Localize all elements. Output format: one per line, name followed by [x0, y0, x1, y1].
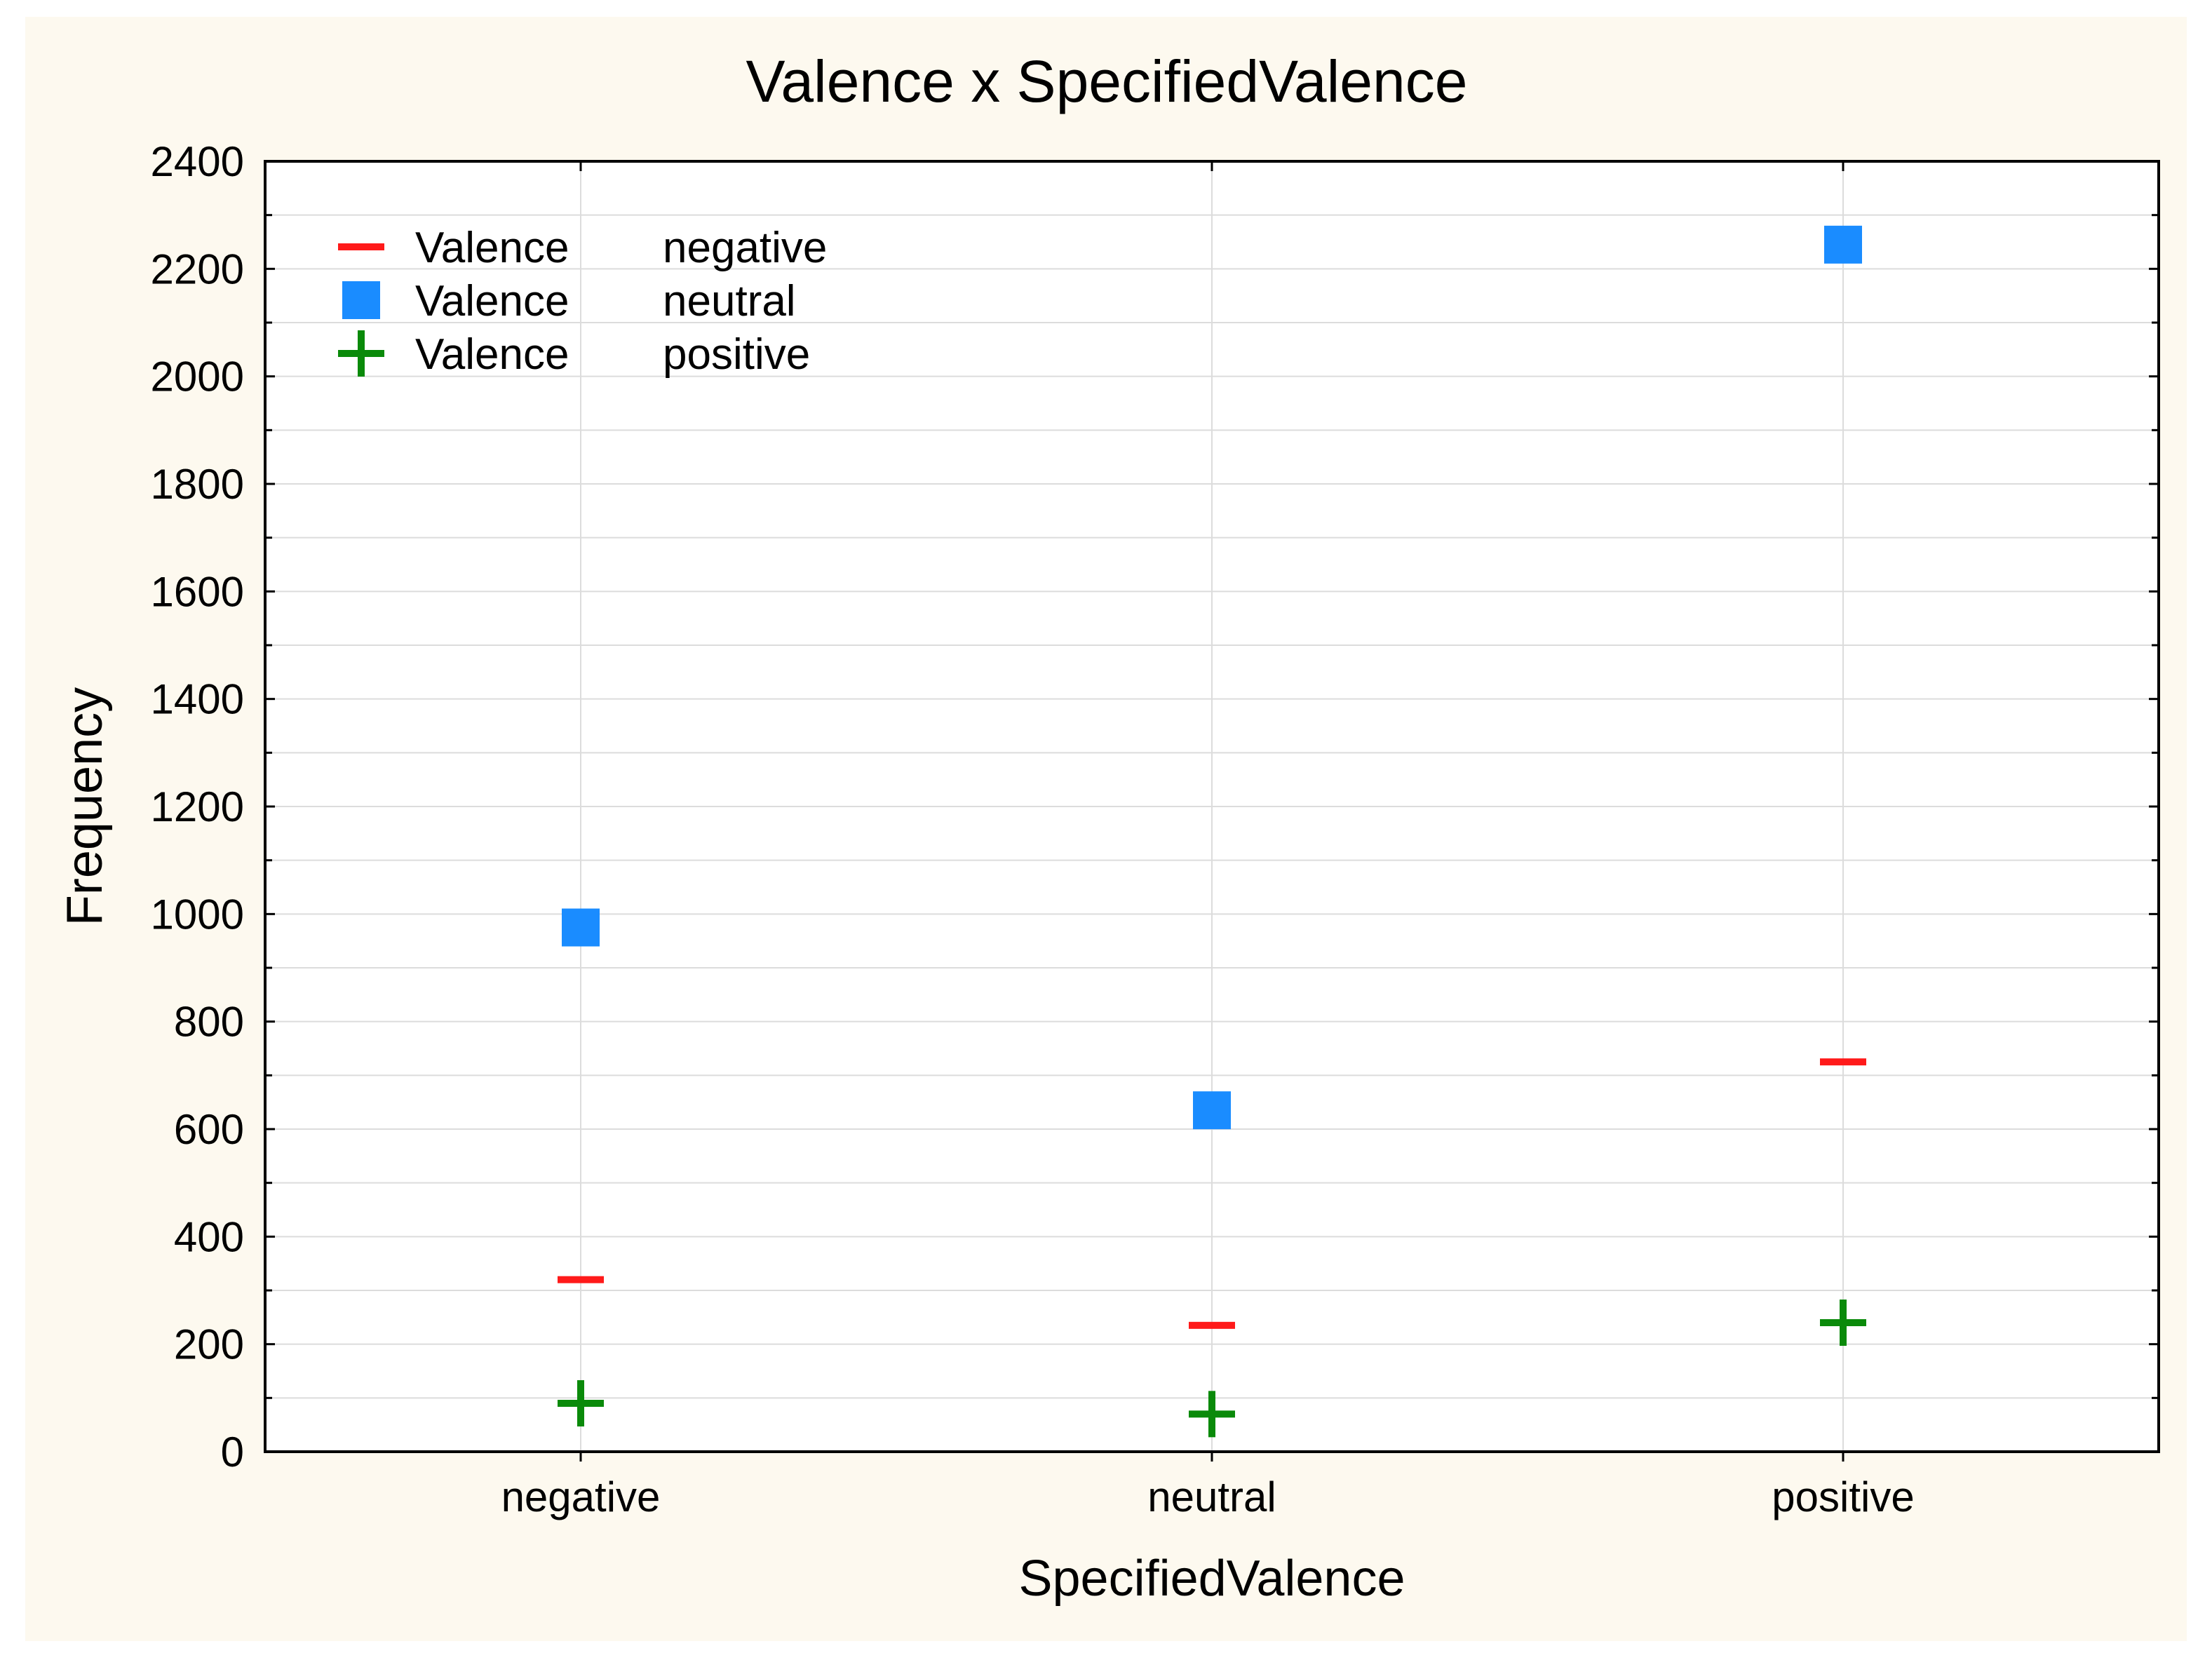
x-tick-label: negative — [501, 1473, 661, 1520]
y-axis: 0 200 400 600 800 1000 1200 1400 1600 1800 2000 220… — [151, 138, 2159, 1476]
legend: Valence negative Valence neutral Valence posi… — [338, 224, 827, 379]
data-point-positive-positive — [1820, 1300, 1866, 1346]
y-tick-label: 2000 — [151, 353, 244, 400]
y-tick-label: 2200 — [151, 245, 244, 292]
data-points — [558, 225, 1866, 1438]
grid-lines — [265, 161, 2159, 1452]
chart-title: Valence x SpecifiedValence — [746, 48, 1468, 114]
y-axis-title: Frequency — [57, 687, 113, 926]
x-tick-label: positive — [1772, 1473, 1914, 1520]
data-point-negative-neutral — [1189, 1321, 1235, 1329]
y-tick-label: 1000 — [151, 891, 244, 938]
x-tick-label: neutral — [1147, 1473, 1276, 1520]
legend-marker-positive — [338, 330, 384, 377]
plus-bar-v — [358, 330, 365, 377]
legend-label-variable: Valence — [415, 224, 569, 272]
y-tick-label: 0 — [221, 1429, 244, 1476]
y-tick-label: 1600 — [151, 568, 244, 615]
data-point-negative-positive — [1820, 1058, 1866, 1066]
legend-label-variable: Valence — [415, 277, 569, 325]
data-point-neutral-neutral — [1193, 1091, 1231, 1130]
legend-marker-negative — [338, 243, 384, 250]
y-tick-label: 2400 — [151, 138, 244, 185]
data-point-neutral-negative — [562, 908, 600, 947]
legend-marker-neutral — [342, 281, 380, 319]
y-tick-label: 1800 — [151, 461, 244, 508]
data-point-negative-negative — [558, 1276, 604, 1283]
x-axis-title: SpecifiedValence — [1018, 1551, 1405, 1607]
data-point-neutral-positive — [1824, 225, 1862, 264]
plus-bar-v — [577, 1380, 584, 1426]
legend-label-level: negative — [663, 224, 827, 272]
y-tick-label: 600 — [174, 1106, 244, 1153]
y-tick-label: 1200 — [151, 783, 244, 830]
y-tick-label: 1400 — [151, 676, 244, 723]
plus-bar-v — [1840, 1300, 1847, 1346]
legend-label-level: neutral — [663, 277, 796, 325]
legend-label-variable: Valence — [415, 330, 569, 379]
y-tick-label: 800 — [174, 999, 244, 1046]
data-point-positive-neutral — [1189, 1391, 1235, 1438]
data-point-positive-negative — [558, 1380, 604, 1426]
y-tick-label: 400 — [174, 1213, 244, 1260]
plus-bar-v — [1208, 1391, 1215, 1438]
x-axis: negative neutral positive — [501, 161, 1915, 1520]
legend-label-level: positive — [663, 330, 810, 379]
y-tick-label: 200 — [174, 1321, 244, 1368]
